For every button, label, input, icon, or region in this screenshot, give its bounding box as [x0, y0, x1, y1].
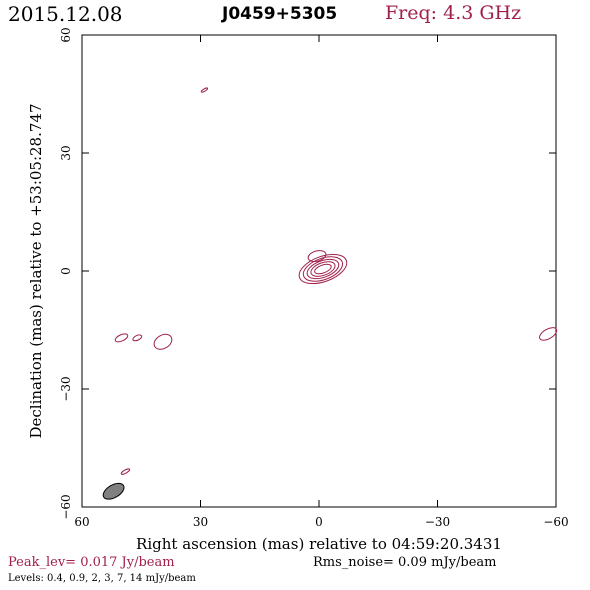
noise-contour	[114, 333, 129, 343]
frequency-label: Freq: 4.3 GHz	[385, 2, 522, 24]
noise-contour	[132, 334, 143, 342]
x-tick-label: 30	[193, 515, 208, 529]
contour-lines	[114, 87, 558, 475]
y-tick-label: 0	[59, 267, 73, 275]
y-axis-label: Declination (mas) relative to +53:05:28.…	[27, 103, 45, 438]
beam-ellipse	[102, 482, 125, 500]
contour-levels: Levels: 0.4, 0.9, 2, 3, 7, 14 mJy/beam	[8, 573, 196, 584]
x-tick-label: −60	[543, 515, 568, 529]
x-tick-label: −30	[425, 515, 450, 529]
noise-contour	[200, 87, 209, 93]
core-contour	[298, 253, 348, 285]
source-name: J0459+5305	[222, 4, 338, 24]
core-contour	[310, 261, 336, 277]
axis-ticks	[81, 34, 557, 508]
extension-contour	[307, 250, 327, 263]
y-tick-label: −30	[59, 376, 73, 401]
peak-level: Peak_lev= 0.017 Jy/beam	[8, 555, 175, 570]
axis-tick-labels: 60 30 0 −30 −60 −60 −30 0 30 60	[59, 27, 569, 529]
y-tick-label: −60	[59, 494, 73, 519]
y-tick-label: 60	[59, 27, 73, 42]
plot-frame	[81, 34, 557, 508]
core-contour	[314, 263, 332, 275]
noise-contour	[153, 333, 173, 350]
noise-contour	[120, 468, 131, 475]
y-tick-label: 30	[59, 145, 73, 160]
restoring-beam	[102, 482, 125, 500]
core-contour	[306, 258, 340, 280]
x-axis-label: Right ascension (mas) relative to 04:59:…	[136, 535, 502, 553]
x-tick-label: 0	[315, 515, 323, 529]
noise-contour	[539, 327, 558, 341]
x-tick-label: 60	[74, 515, 89, 529]
core-contour	[302, 256, 344, 282]
rms-noise: Rms_noise= 0.09 mJy/beam	[313, 555, 497, 570]
observation-date: 2015.12.08	[8, 2, 123, 26]
